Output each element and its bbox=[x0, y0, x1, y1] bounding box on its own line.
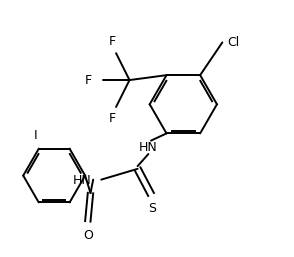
Text: HN: HN bbox=[73, 175, 92, 187]
Text: Cl: Cl bbox=[228, 36, 240, 49]
Text: HN: HN bbox=[139, 141, 158, 154]
Text: F: F bbox=[108, 112, 116, 125]
Text: I: I bbox=[34, 129, 38, 142]
Text: S: S bbox=[148, 203, 156, 215]
Text: F: F bbox=[85, 74, 92, 87]
Text: F: F bbox=[108, 35, 116, 48]
Text: O: O bbox=[83, 230, 93, 242]
